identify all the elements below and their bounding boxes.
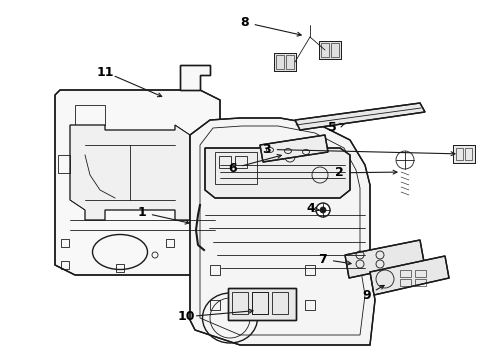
Bar: [209, 265, 220, 275]
Text: 9: 9: [362, 289, 370, 302]
Text: 7: 7: [318, 253, 326, 266]
Bar: [320, 43, 328, 57]
Bar: [227, 288, 295, 320]
Bar: [452, 145, 474, 163]
Text: 6: 6: [227, 162, 236, 175]
Text: 1: 1: [137, 206, 146, 219]
Bar: [196, 256, 203, 264]
Text: 3: 3: [262, 143, 270, 156]
Bar: [219, 156, 230, 168]
Text: 2: 2: [335, 166, 344, 179]
Text: 10: 10: [177, 310, 194, 323]
Bar: [251, 292, 267, 314]
Bar: [58, 155, 70, 173]
Bar: [414, 270, 425, 277]
Bar: [399, 270, 410, 277]
Bar: [273, 53, 295, 71]
Bar: [61, 239, 69, 247]
Bar: [271, 292, 287, 314]
Polygon shape: [345, 240, 423, 278]
Bar: [455, 148, 462, 160]
Circle shape: [319, 207, 325, 213]
Text: 4: 4: [305, 202, 314, 215]
Bar: [318, 41, 340, 59]
Text: 5: 5: [327, 121, 336, 134]
Bar: [165, 239, 174, 247]
Polygon shape: [260, 135, 327, 162]
Bar: [305, 300, 314, 310]
Bar: [318, 41, 340, 59]
Bar: [285, 55, 293, 69]
Polygon shape: [294, 103, 424, 130]
Polygon shape: [180, 65, 209, 90]
Bar: [75, 105, 105, 125]
Bar: [464, 148, 471, 160]
Bar: [251, 292, 267, 314]
Polygon shape: [55, 90, 220, 275]
Bar: [414, 279, 425, 286]
Bar: [231, 292, 247, 314]
Text: 8: 8: [240, 16, 248, 29]
Bar: [116, 264, 124, 272]
Bar: [273, 53, 295, 71]
Bar: [452, 145, 474, 163]
Bar: [202, 135, 217, 155]
Bar: [305, 265, 314, 275]
Polygon shape: [204, 148, 349, 198]
Circle shape: [315, 203, 329, 217]
Bar: [209, 300, 220, 310]
Bar: [227, 288, 295, 320]
Text: 11: 11: [96, 66, 114, 78]
Polygon shape: [190, 118, 374, 345]
Polygon shape: [369, 256, 448, 295]
Bar: [235, 156, 246, 168]
Polygon shape: [70, 125, 190, 220]
Bar: [330, 43, 338, 57]
Bar: [215, 152, 257, 184]
Bar: [399, 279, 410, 286]
Bar: [275, 55, 284, 69]
Bar: [61, 261, 69, 269]
